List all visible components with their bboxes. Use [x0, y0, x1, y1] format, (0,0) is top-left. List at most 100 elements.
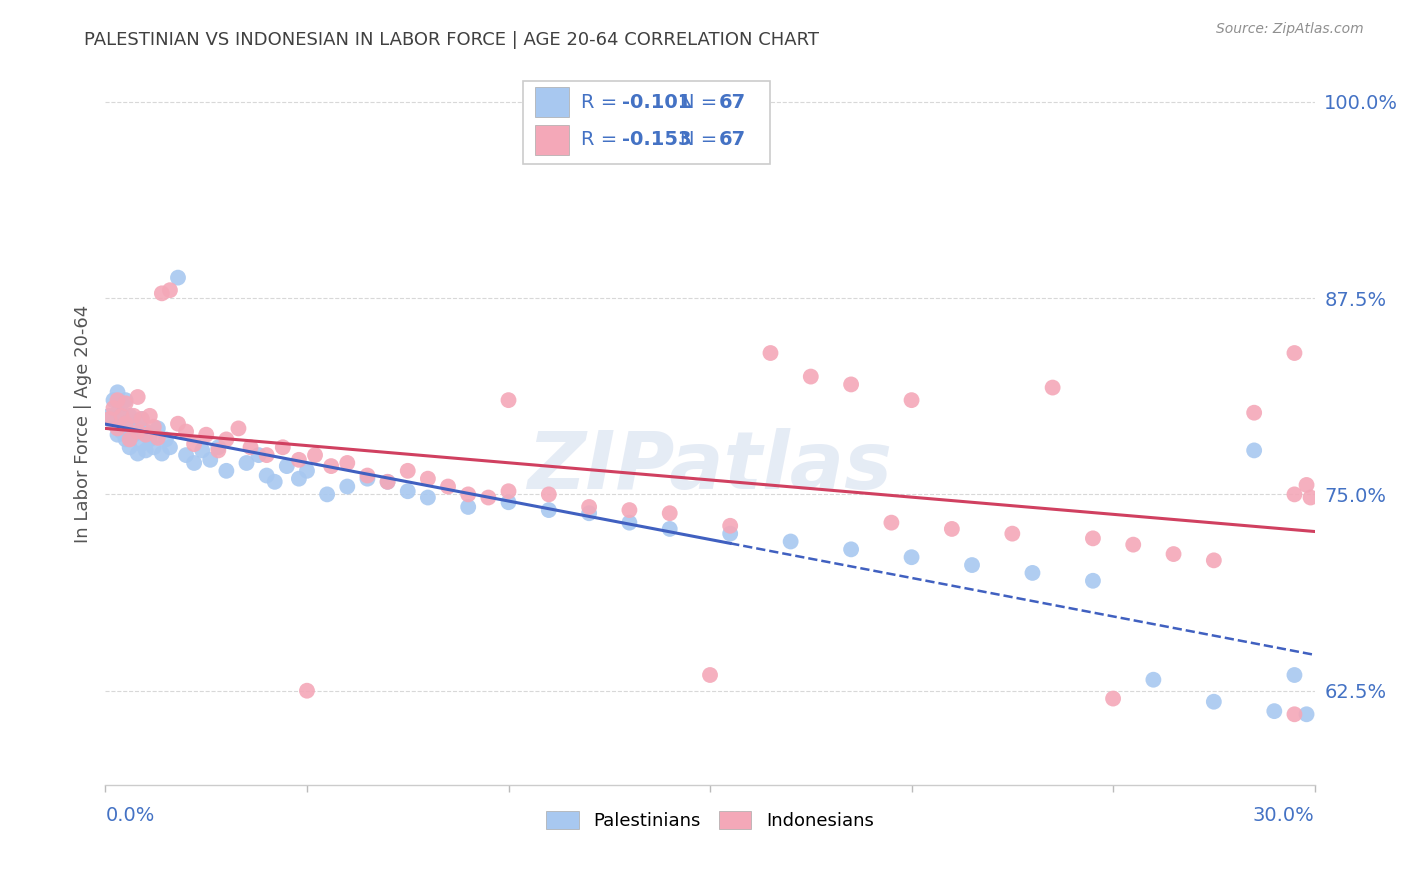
Point	[900, 393, 922, 408]
Point	[122, 417, 145, 431]
Point	[658, 506, 681, 520]
Point	[1163, 547, 1185, 561]
Point	[578, 506, 600, 520]
Point	[1122, 538, 1144, 552]
Point	[498, 484, 520, 499]
Text: -0.153: -0.153	[621, 130, 692, 149]
Point	[800, 369, 823, 384]
Point	[150, 286, 173, 301]
Point	[537, 503, 560, 517]
Text: ZIPatlas: ZIPatlas	[527, 428, 893, 506]
Point	[356, 468, 378, 483]
Point	[356, 472, 378, 486]
Point	[159, 283, 181, 297]
Point	[103, 417, 125, 431]
Point	[118, 433, 141, 447]
Point	[880, 516, 903, 530]
Point	[135, 425, 157, 439]
Point	[98, 412, 121, 426]
Point	[1284, 346, 1306, 360]
Point	[228, 421, 250, 435]
Text: R =: R =	[581, 130, 623, 149]
Point	[477, 491, 499, 505]
Point	[195, 427, 218, 442]
Point	[288, 472, 311, 486]
Point	[1263, 704, 1285, 718]
Point	[110, 396, 132, 410]
Point	[457, 487, 479, 501]
Point	[321, 459, 343, 474]
Point	[247, 448, 270, 462]
Point	[239, 440, 262, 454]
Point	[150, 446, 173, 460]
Point	[107, 427, 129, 442]
Point	[114, 417, 136, 431]
Point	[215, 464, 238, 478]
Point	[1284, 487, 1306, 501]
Point	[759, 346, 782, 360]
Point	[1081, 574, 1104, 588]
Point	[183, 456, 205, 470]
Point	[336, 479, 359, 493]
Point	[107, 385, 129, 400]
Point	[207, 440, 229, 454]
Point	[396, 484, 419, 499]
Text: Source: ZipAtlas.com: Source: ZipAtlas.com	[1216, 22, 1364, 37]
Point	[142, 420, 165, 434]
Point	[114, 393, 136, 408]
Point	[107, 421, 129, 435]
Point	[142, 440, 165, 454]
Y-axis label: In Labor Force | Age 20-64: In Labor Force | Age 20-64	[73, 304, 91, 543]
Point	[1042, 380, 1064, 394]
Point	[1243, 443, 1265, 458]
Point	[718, 518, 741, 533]
Point	[578, 500, 600, 514]
Point	[1202, 553, 1225, 567]
Point	[135, 427, 157, 442]
Text: 30.0%: 30.0%	[1253, 806, 1315, 825]
Point	[779, 534, 801, 549]
Point	[416, 472, 439, 486]
Point	[146, 431, 169, 445]
Point	[960, 558, 983, 572]
Point	[174, 448, 197, 462]
Point	[396, 464, 419, 478]
Point	[699, 668, 721, 682]
Point	[127, 390, 149, 404]
Point	[1299, 491, 1322, 505]
Point	[127, 421, 149, 435]
Point	[537, 487, 560, 501]
Point	[114, 433, 136, 447]
Point	[139, 433, 162, 447]
FancyBboxPatch shape	[523, 80, 770, 163]
Point	[107, 393, 129, 408]
Point	[110, 425, 132, 439]
Point	[1081, 532, 1104, 546]
Point	[1021, 566, 1043, 580]
Point	[658, 522, 681, 536]
Point	[103, 401, 125, 415]
Point	[900, 550, 922, 565]
Point	[103, 393, 125, 408]
Point	[271, 440, 294, 454]
Point	[498, 393, 520, 408]
Point	[1295, 478, 1317, 492]
Point	[207, 443, 229, 458]
Point	[1284, 668, 1306, 682]
Point	[295, 683, 318, 698]
Point	[167, 417, 190, 431]
Point	[215, 433, 238, 447]
Point	[304, 448, 326, 462]
Point	[457, 500, 479, 514]
Point	[276, 459, 298, 474]
Point	[437, 479, 460, 493]
Point	[1202, 695, 1225, 709]
Text: R =: R =	[581, 93, 623, 112]
Point	[98, 409, 121, 423]
Point	[416, 491, 439, 505]
Point	[174, 425, 197, 439]
Point	[107, 406, 129, 420]
Text: PALESTINIAN VS INDONESIAN IN LABOR FORCE | AGE 20-64 CORRELATION CHART: PALESTINIAN VS INDONESIAN IN LABOR FORCE…	[84, 31, 820, 49]
Point	[256, 448, 278, 462]
Point	[1295, 707, 1317, 722]
